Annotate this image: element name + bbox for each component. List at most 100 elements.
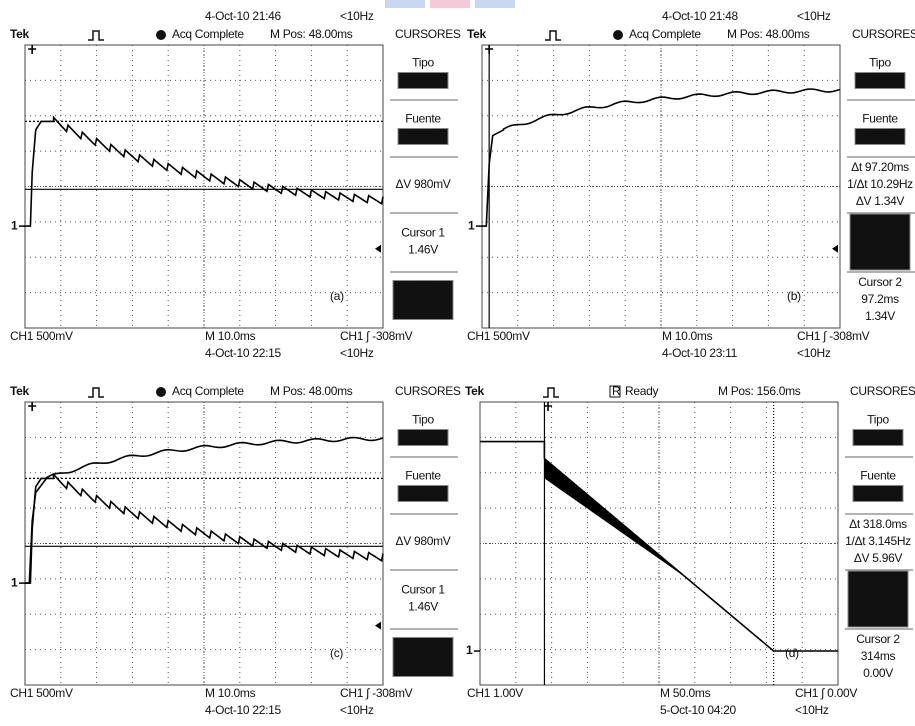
trigger-setting: CH1 ∫ -308mV (797, 329, 870, 343)
status-icon-letter: R (612, 384, 621, 398)
time-scale: M 10.0ms (205, 686, 256, 700)
logo-fragment (475, 0, 515, 8)
menu-text: Cursor 2 (856, 632, 900, 646)
menu-text: Fuente (862, 112, 898, 126)
frequency: <10Hz (795, 703, 829, 717)
menu-text: Δt 318.0ms (849, 517, 907, 531)
frequency: <10Hz (797, 346, 831, 360)
channel-marker: 1 (468, 218, 475, 232)
menu-text: CH1 (411, 486, 435, 500)
channel-scale: CH1 500mV (10, 686, 73, 700)
brand: Tek (465, 384, 485, 398)
frequency: <10Hz (340, 346, 374, 360)
timestamp: 4-Oct-10 22:15 (205, 346, 281, 360)
panel-label: (d) (785, 646, 799, 660)
frequency: <10Hz (797, 9, 831, 23)
time-scale: M 50.0ms (660, 686, 711, 700)
menu-text: Tiempo (861, 73, 899, 87)
status: Ready (625, 384, 658, 398)
menu-text: Cursor 1 (401, 583, 445, 597)
timestamp: 5-Oct-10 04:20 (660, 703, 736, 717)
panel-label: (b) (787, 289, 801, 303)
timestamp: 4-Oct-10 21:46 (205, 9, 281, 23)
menu-text: 1.34V (865, 309, 895, 323)
menu-title: CURSORES (850, 384, 915, 398)
brand: Tek (10, 27, 30, 41)
menu-text: -4.00ms (857, 591, 899, 605)
trigger-setting: CH1 ∫ -308mV (340, 329, 413, 343)
menu-text: 5.96V (863, 608, 893, 622)
menu-text: 480mV (405, 658, 442, 672)
brand: Tek (10, 384, 30, 398)
timestamp: 4-Oct-10 23:11 (662, 346, 738, 360)
menu-text: CH1 (411, 129, 435, 143)
menu-text: ΔV 5.96V (854, 551, 903, 565)
menu-text: 97.2ms (861, 292, 899, 306)
menu-text: Tiempo (859, 430, 897, 444)
m-pos: M Pos: 48.00ms (270, 384, 353, 398)
frequency: <10Hz (340, 9, 374, 23)
menu-title: CURSORES (395, 384, 461, 398)
menu-text: Amplitud (401, 73, 445, 87)
status-dot (156, 387, 166, 397)
status-dot (613, 30, 623, 40)
menu-text: Δt 97.20ms (851, 160, 909, 174)
menu-text: 0.00s (866, 234, 894, 248)
logo-fragment (430, 0, 470, 8)
channel-marker: 1 (11, 575, 18, 589)
channel-marker: 1 (466, 643, 473, 657)
panel-label: (c) (330, 646, 343, 660)
menu-text: 1.46V (408, 243, 438, 257)
menu-text: Tipo (867, 413, 889, 427)
time-scale: M 10.0ms (205, 329, 256, 343)
menu-text: Fuente (405, 469, 441, 483)
menu-title: CURSORES (395, 27, 461, 41)
menu-text: 314ms (861, 649, 896, 663)
menu-text: Cursor 2 (858, 275, 902, 289)
menu-text: 0.00V (863, 666, 893, 680)
channel-scale: CH1 500mV (467, 329, 530, 343)
status: Acq Complete (172, 27, 244, 41)
menu-text: ΔV 1.34V (856, 194, 905, 208)
time-scale: M 10.0ms (662, 329, 713, 343)
menu-text: Tipo (412, 413, 434, 427)
timestamp: 4-Oct-10 22:15 (205, 703, 281, 717)
menu-text: Amplitud (401, 430, 445, 444)
menu-text: 1/Δt 3.145Hz (845, 534, 911, 548)
m-pos: M Pos: 48.00ms (270, 27, 353, 41)
menu-text: Tipo (412, 56, 434, 70)
menu-text: Tipo (869, 56, 891, 70)
menu-text: Cursor 1 (858, 217, 902, 231)
channel-marker: 1 (11, 218, 18, 232)
menu-text: CH1 (866, 486, 890, 500)
logo-fragment (385, 0, 425, 8)
background (0, 0, 915, 726)
status: Acq Complete (629, 27, 701, 41)
menu-text: 0.00V (865, 251, 895, 265)
menu-text: ΔV 980mV (396, 177, 451, 191)
brand: Tek (467, 27, 487, 41)
timestamp: 4-Oct-10 21:48 (662, 9, 738, 23)
menu-text: 1/Δt 10.29Hz (847, 177, 913, 191)
channel-scale: CH1 1.00V (467, 686, 523, 700)
menu-title: CURSORES (852, 27, 915, 41)
trigger-setting: CH1 ∫ -308mV (340, 686, 413, 700)
menu-text: Cursor 2 (401, 284, 445, 298)
trigger-setting: CH1 ∫ 0.00V (795, 686, 857, 700)
screenshot: 4-Oct-10 21:46 <10Hz Tek Acq Complete M Pos:… (0, 0, 915, 726)
menu-text: 480mV (405, 301, 442, 315)
menu-text: Cursor 1 (401, 226, 445, 240)
m-pos: M Pos: 156.0ms (718, 384, 801, 398)
menu-text: Fuente (405, 112, 441, 126)
channel-scale: CH1 500mV (10, 329, 73, 343)
menu-text: Cursor 1 (856, 574, 900, 588)
menu-text: Cursor 2 (401, 641, 445, 655)
panel-label: (a) (330, 289, 344, 303)
m-pos: M Pos: 48.00ms (727, 27, 810, 41)
menu-text: 1.46V (408, 600, 438, 614)
frequency: <10Hz (340, 703, 374, 717)
menu-text: ΔV 980mV (396, 534, 451, 548)
menu-text: CH1 (868, 129, 892, 143)
status-dot (156, 30, 166, 40)
menu-text: Fuente (860, 469, 896, 483)
